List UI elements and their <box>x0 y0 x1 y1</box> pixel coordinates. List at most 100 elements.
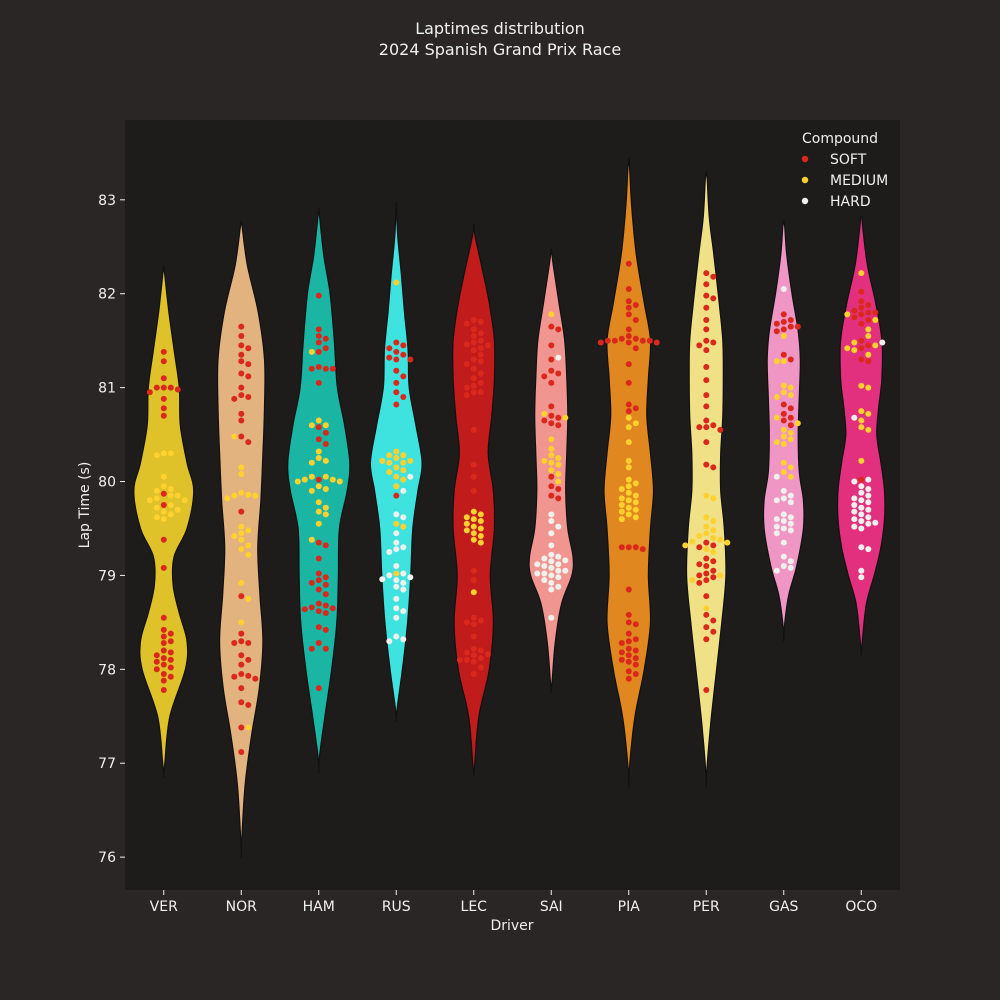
point-soft <box>477 647 484 654</box>
point-hard <box>851 508 858 515</box>
point-hard <box>858 574 865 581</box>
point-soft <box>400 342 407 349</box>
violin-pia <box>603 157 655 788</box>
point-hard <box>773 516 780 523</box>
point-soft <box>160 614 167 621</box>
point-soft <box>710 339 717 346</box>
point-soft <box>322 429 329 436</box>
point-hard <box>555 523 562 530</box>
point-soft <box>238 508 245 515</box>
point-soft <box>322 602 329 609</box>
point-soft <box>477 318 484 325</box>
point-medium <box>618 516 625 523</box>
point-soft <box>618 649 625 656</box>
point-soft <box>386 345 393 352</box>
point-soft <box>611 337 618 344</box>
point-medium <box>548 311 555 318</box>
point-soft <box>703 611 710 618</box>
point-medium <box>625 457 632 464</box>
point-soft <box>625 675 632 682</box>
point-soft <box>710 295 717 302</box>
point-hard <box>393 511 400 518</box>
point-hard <box>858 511 865 518</box>
legend-marker-soft <box>801 155 809 163</box>
point-soft <box>238 342 245 349</box>
point-soft <box>322 581 329 588</box>
point-soft <box>555 495 562 502</box>
point-hard <box>407 574 414 581</box>
point-soft <box>703 377 710 384</box>
point-medium <box>238 464 245 471</box>
point-soft <box>780 351 787 358</box>
point-medium <box>245 491 252 498</box>
point-soft <box>632 335 639 342</box>
point-soft <box>322 365 329 372</box>
point-medium <box>555 455 562 461</box>
point-soft <box>160 687 167 693</box>
point-hard <box>780 518 787 524</box>
point-soft <box>548 403 555 410</box>
point-soft <box>160 661 167 668</box>
y-tick-label: 81 <box>98 381 116 397</box>
point-soft <box>703 317 710 323</box>
point-hard <box>386 549 393 555</box>
point-medium <box>703 530 710 537</box>
point-soft <box>703 326 710 333</box>
point-medium <box>308 536 315 543</box>
point-medium <box>703 492 710 499</box>
point-hard <box>858 504 865 511</box>
point-hard <box>780 487 787 494</box>
point-soft <box>160 633 167 640</box>
point-medium <box>153 452 160 459</box>
point-hard <box>780 286 787 292</box>
point-soft <box>160 536 167 543</box>
point-soft <box>167 649 174 656</box>
point-medium <box>696 533 703 539</box>
point-medium <box>780 389 787 396</box>
y-tick-label: 82 <box>98 287 116 303</box>
point-medium <box>618 495 625 502</box>
x-tick-label-lec: LEC <box>461 899 488 915</box>
point-soft <box>851 314 858 321</box>
point-soft <box>167 656 174 663</box>
point-hard <box>393 583 400 590</box>
point-medium <box>315 483 322 490</box>
point-hard <box>393 539 400 546</box>
point-soft <box>315 555 322 562</box>
point-soft <box>696 424 703 431</box>
point-medium <box>336 478 343 485</box>
point-medium <box>625 414 632 421</box>
point-soft <box>315 333 322 339</box>
point-soft <box>463 656 470 663</box>
point-soft <box>625 339 632 346</box>
point-soft <box>625 645 632 652</box>
point-hard <box>393 563 400 569</box>
point-soft <box>632 345 639 352</box>
point-medium <box>618 486 625 492</box>
point-soft <box>780 417 787 424</box>
point-medium <box>407 457 414 464</box>
point-soft <box>703 292 710 299</box>
point-soft <box>470 658 477 665</box>
point-soft <box>787 323 794 330</box>
point-soft <box>174 386 181 393</box>
point-hard <box>548 558 555 565</box>
point-hard <box>548 586 555 593</box>
legend: Compound SOFT MEDIUM HARD <box>787 126 894 216</box>
point-soft <box>470 339 477 346</box>
point-soft <box>238 638 245 645</box>
point-soft <box>484 651 491 658</box>
point-soft <box>400 394 407 400</box>
point-soft <box>463 320 470 327</box>
point-soft <box>238 351 245 358</box>
point-soft <box>618 544 625 551</box>
point-medium <box>322 511 329 518</box>
point-hard <box>393 546 400 553</box>
point-soft <box>710 558 717 565</box>
point-soft <box>477 345 484 352</box>
point-medium <box>703 546 710 553</box>
point-soft <box>865 342 872 349</box>
legend-marker-medium <box>801 176 809 184</box>
point-hard <box>879 339 886 346</box>
point-soft <box>315 685 322 692</box>
